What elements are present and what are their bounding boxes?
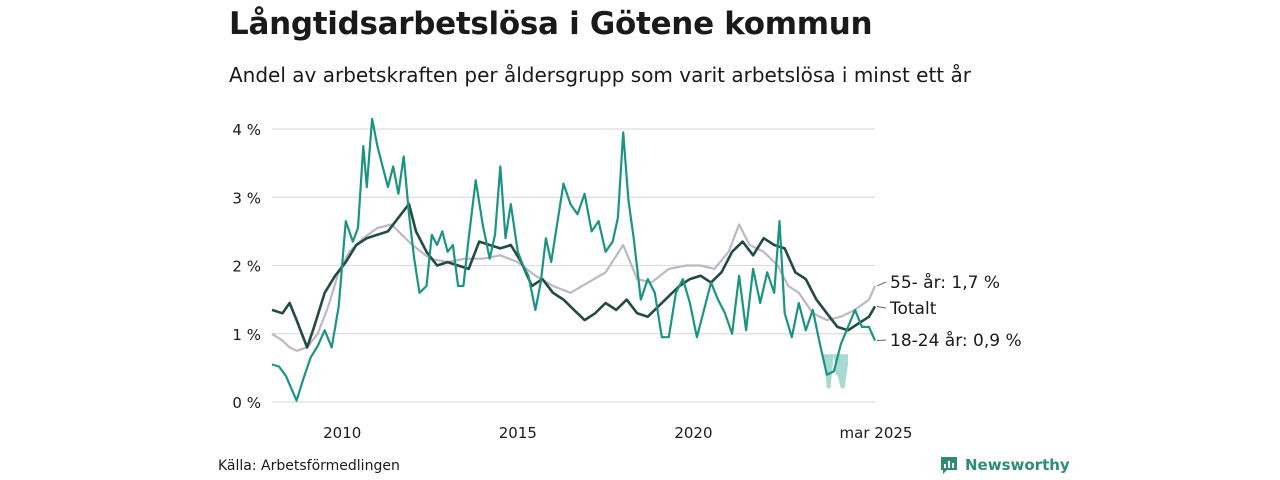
y-tick-label: 0 % bbox=[232, 394, 261, 412]
x-axis-ticks: 2010 2015 2020 mar 2025 bbox=[323, 424, 912, 442]
chart-title: Långtidsarbetslösa i Götene kommun bbox=[229, 6, 873, 42]
series-line-old bbox=[271, 223, 877, 352]
series-lines bbox=[271, 117, 877, 402]
source-note: Källa: Arbetsförmedlingen bbox=[218, 458, 400, 474]
y-tick-label: 3 % bbox=[232, 189, 261, 207]
y-axis-ticks: 0 % 1 % 2 % 3 % 4 % bbox=[232, 121, 261, 412]
label-connector bbox=[876, 339, 887, 342]
x-tick-label: 2010 bbox=[323, 424, 361, 442]
uncertainty-band bbox=[823, 354, 848, 389]
band-area bbox=[823, 354, 848, 389]
label-connector bbox=[876, 281, 887, 287]
series-label-old: 55- år: 1,7 % bbox=[890, 272, 1000, 293]
y-tick-label: 2 % bbox=[232, 258, 261, 276]
gridlines bbox=[272, 128, 875, 403]
series-labels: 55- år: 1,7 % Totalt 18-24 år: 0,9 % bbox=[876, 272, 1022, 351]
brand-logo: Newsworthy bbox=[939, 455, 1070, 475]
series-line-total bbox=[271, 202, 877, 349]
brand-name: Newsworthy bbox=[965, 456, 1070, 474]
chart-subtitle: Andel av arbetskraften per åldersgrupp s… bbox=[229, 63, 971, 87]
y-tick-label: 4 % bbox=[232, 121, 261, 139]
y-tick-label: 1 % bbox=[232, 326, 261, 344]
x-tick-label: 2015 bbox=[499, 424, 537, 442]
series-label-total: Totalt bbox=[889, 299, 937, 319]
series-label-young: 18-24 år: 0,9 % bbox=[890, 330, 1022, 351]
label-connector bbox=[876, 305, 887, 309]
newsworthy-icon bbox=[941, 457, 957, 474]
series-line-young bbox=[271, 117, 877, 402]
x-tick-label: mar 2025 bbox=[840, 424, 913, 442]
x-tick-label: 2020 bbox=[674, 424, 712, 442]
